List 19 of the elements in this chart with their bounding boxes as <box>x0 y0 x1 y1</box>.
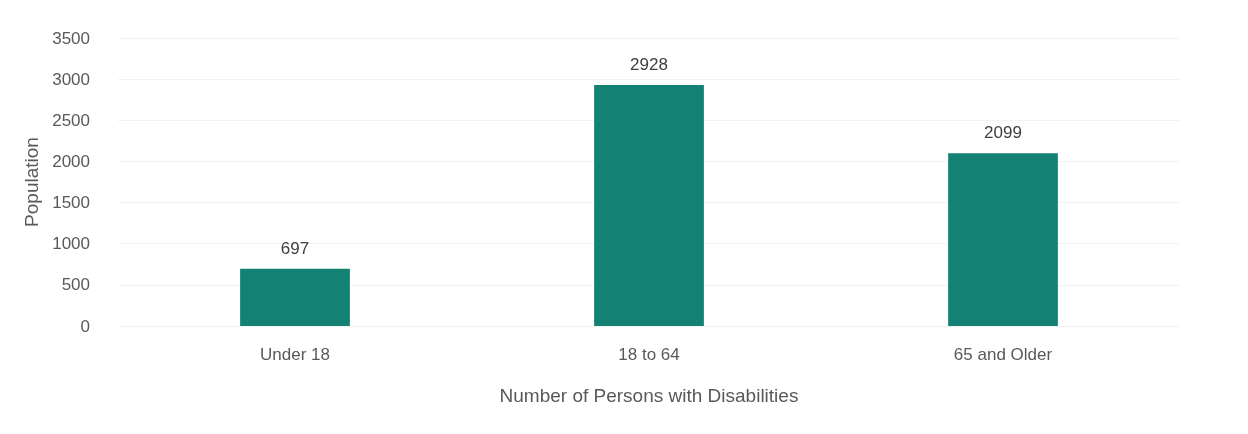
y-tick-label: 2000 <box>52 151 90 171</box>
x-tick-label: 65 and Older <box>953 345 1053 364</box>
y-tick-label: 2500 <box>52 110 90 130</box>
y-tick-label: 0 <box>80 316 90 336</box>
bar <box>240 268 350 326</box>
y-tick-label: 500 <box>61 275 90 295</box>
bar <box>948 153 1058 326</box>
x-tick-label: Under 18 <box>260 345 330 364</box>
y-tick-label: 3000 <box>52 69 90 89</box>
y-tick-label: 3500 <box>52 28 90 48</box>
y-axis-title: Population <box>21 137 43 227</box>
y-tick-label: 1000 <box>52 234 90 254</box>
y-tick-label: 1500 <box>52 193 90 213</box>
data-label: 2099 <box>984 123 1022 143</box>
bar <box>594 85 704 326</box>
data-label: 697 <box>280 238 310 258</box>
x-tick-label: 18 to 64 <box>618 345 680 364</box>
x-axis-title: Number of Persons with Disabilities <box>499 385 799 406</box>
data-label: 2928 <box>630 55 668 75</box>
